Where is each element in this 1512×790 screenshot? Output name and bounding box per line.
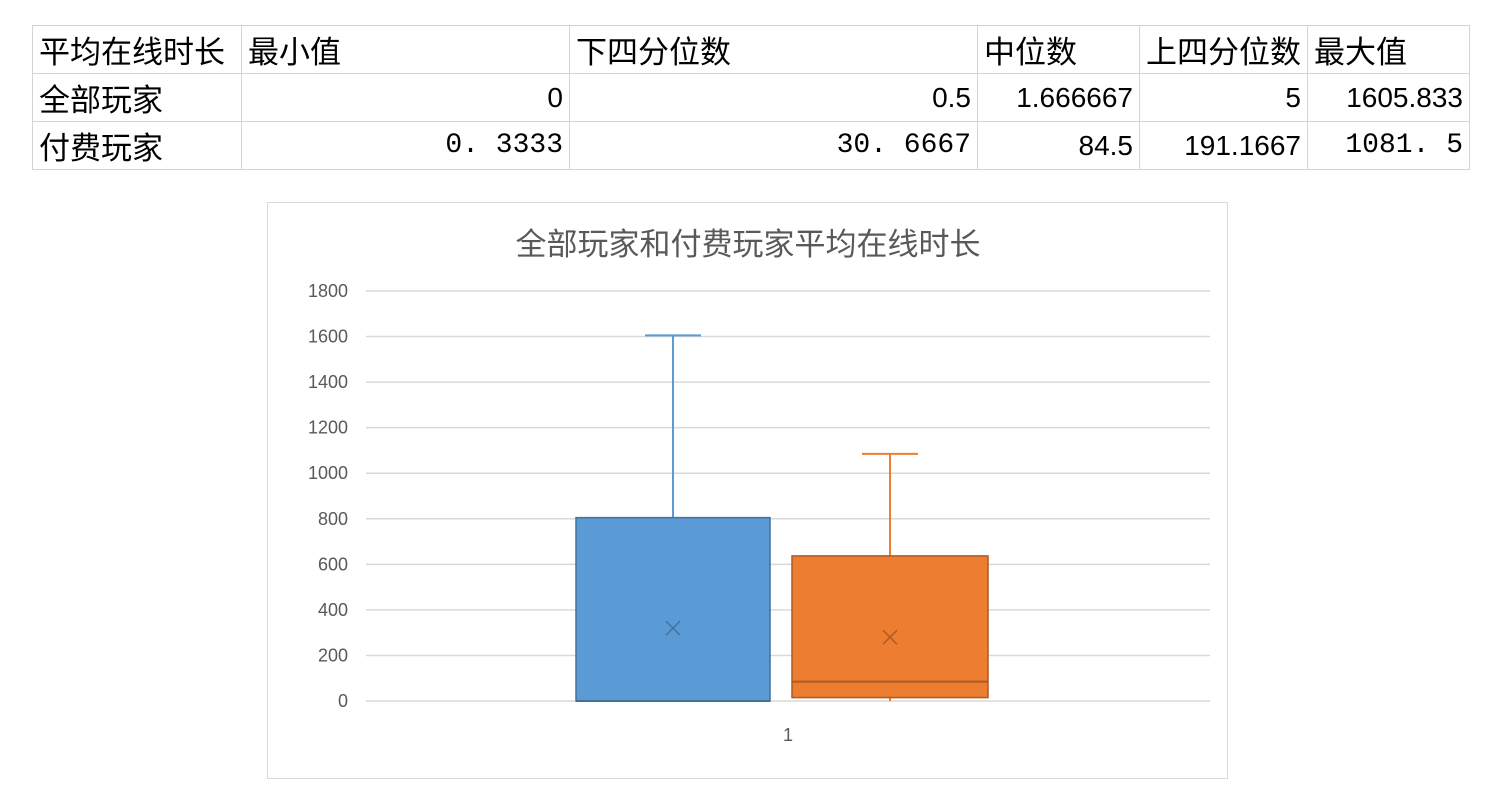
box-body [575,516,771,702]
table-row: 付费玩家 0. 3333 30. 6667 84.5 191.1667 1081… [32,121,1470,170]
x-tick-label: 1 [783,725,793,745]
row-label-cell[interactable]: 全部玩家 [32,73,242,122]
table-header-cell[interactable]: 下四分位数 [569,25,978,74]
y-tick-label: 1600 [308,327,348,347]
chart-title: 全部玩家和付费玩家平均在线时长 [516,227,981,263]
table-cell[interactable]: 1605.833 [1307,73,1470,122]
table-cell[interactable]: 30. 6667 [569,121,978,170]
y-tick-label: 1000 [308,463,348,483]
y-axis-ticks: 0 200 400 600 800 1000 1200 1400 1600 1800 [308,281,348,711]
table-header-cell[interactable]: 最小值 [241,25,570,74]
y-tick-label: 800 [318,509,348,529]
y-tick-label: 600 [318,554,348,574]
table-cell[interactable]: 1.666667 [977,73,1140,122]
mean-marker [882,629,898,645]
table-cell[interactable]: 1081. 5 [1307,121,1470,170]
y-tick-label: 400 [318,600,348,620]
box-plot-chart[interactable]: 全部玩家和付费玩家平均在线时长 0 200 400 600 800 1000 1200 140… [267,202,1228,779]
chart-canvas: 全部玩家和付费玩家平均在线时长 0 200 400 600 800 1000 1200 140… [308,227,1210,745]
table-header-row: 平均在线时长 最小值 下四分位数 中位数 上四分位数 最大值 [32,25,1470,74]
table-cell[interactable]: 0 [241,73,570,122]
mean-marker [665,620,681,636]
y-tick-label: 1200 [308,418,348,438]
data-table: 平均在线时长 最小值 下四分位数 中位数 上四分位数 最大值 全部玩家 0 0.… [32,25,1470,170]
row-label-cell[interactable]: 付费玩家 [32,121,242,170]
box-body [791,555,989,699]
table-header-cell[interactable]: 上四分位数 [1139,25,1308,74]
y-tick-label: 0 [338,691,348,711]
y-tick-label: 200 [318,645,348,665]
table-cell[interactable]: 5 [1139,73,1308,122]
x-axis-ticks: 1 [783,725,793,745]
gridlines [366,290,1210,702]
table-header-cell[interactable]: 最大值 [1307,25,1470,74]
table-cell[interactable]: 84.5 [977,121,1140,170]
table-cell[interactable]: 191.1667 [1139,121,1308,170]
boxes [575,334,989,702]
table-header-cell[interactable]: 平均在线时长 [32,25,242,74]
box-series [575,334,771,702]
table-row: 全部玩家 0 0.5 1.666667 5 1605.833 [32,73,1470,122]
box-series [791,452,989,701]
table-cell[interactable]: 0.5 [569,73,978,122]
y-tick-label: 1800 [308,281,348,301]
table-header-cell[interactable]: 中位数 [977,25,1140,74]
y-tick-label: 1400 [308,372,348,392]
table-cell[interactable]: 0. 3333 [241,121,570,170]
